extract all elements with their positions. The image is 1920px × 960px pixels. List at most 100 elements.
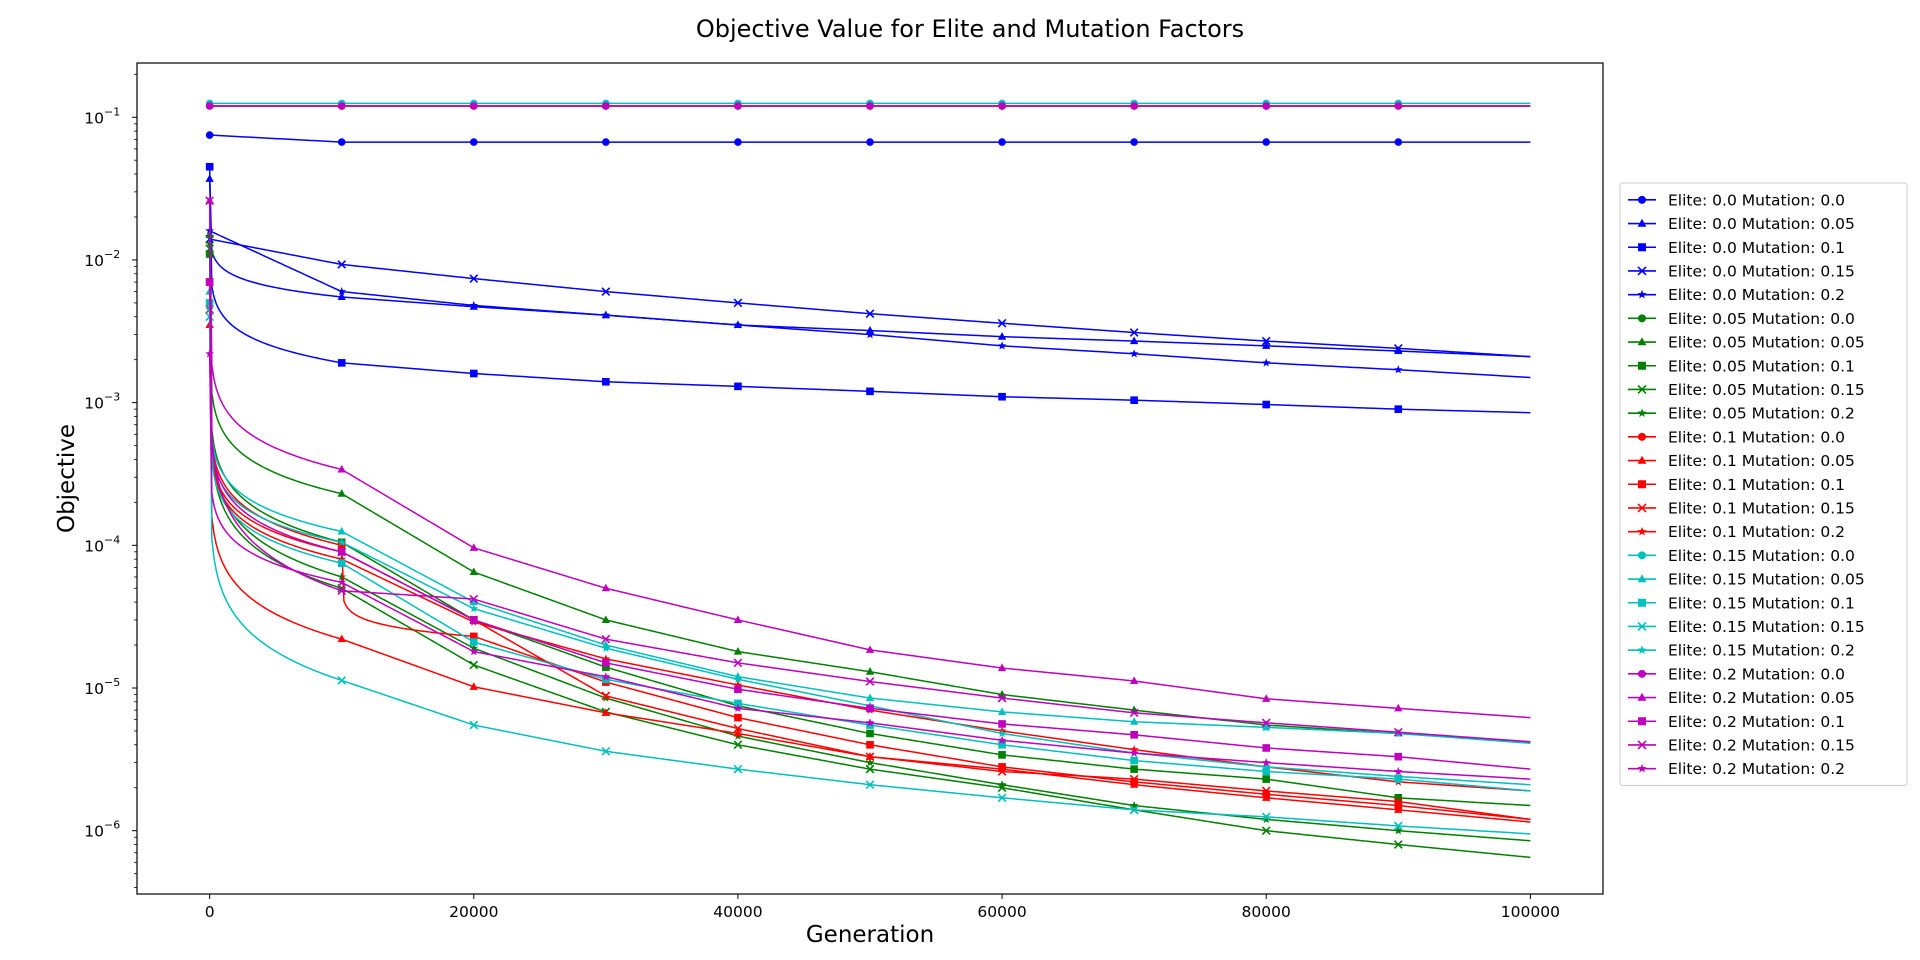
data-point xyxy=(1261,826,1271,836)
data-point xyxy=(865,764,875,774)
y-tick-label: 10 xyxy=(84,537,104,555)
legend-marker xyxy=(1637,218,1647,227)
data-point xyxy=(997,663,1007,672)
data-point xyxy=(205,162,214,171)
y-tick-label: 10 xyxy=(84,823,104,841)
data-point xyxy=(602,138,610,146)
legend-marker xyxy=(1637,645,1647,655)
data-point xyxy=(337,548,346,556)
legend-item: Elite: 0.05 Mutation: 0.2 xyxy=(1628,405,1855,423)
data-point xyxy=(1262,775,1271,783)
data-point xyxy=(998,763,1006,771)
data-point xyxy=(469,274,479,283)
x-tick-label: 80000 xyxy=(1242,903,1291,921)
data-point xyxy=(469,567,478,576)
data-point xyxy=(337,572,347,581)
data-point xyxy=(1129,336,1139,345)
data-point xyxy=(1129,774,1139,784)
data-point xyxy=(734,713,742,722)
data-point xyxy=(866,729,874,738)
y-tick-exponent: −6 xyxy=(104,819,120,832)
data-point xyxy=(1394,346,1403,355)
legend-box xyxy=(1619,182,1908,786)
data-point xyxy=(997,332,1007,340)
data-point xyxy=(998,392,1006,401)
data-point xyxy=(205,102,214,110)
data-point xyxy=(998,138,1006,146)
data-point xyxy=(734,699,742,708)
data-point xyxy=(1262,790,1271,799)
data-point xyxy=(337,634,346,643)
legend-label: Elite: 0.1 Mutation: 0.15 xyxy=(1668,499,1855,517)
data-point xyxy=(733,674,743,684)
data-point xyxy=(866,102,874,110)
data-point xyxy=(1129,349,1139,358)
data-point xyxy=(469,369,478,378)
data-point xyxy=(733,740,743,750)
data-point xyxy=(997,707,1007,715)
legend-item: Elite: 0.1 Mutation: 0.15 xyxy=(1628,499,1855,517)
y-tick-exponent: −4 xyxy=(104,533,120,546)
data-point xyxy=(1129,805,1139,815)
data-point xyxy=(601,654,611,663)
legend-label: Elite: 0.05 Mutation: 0.05 xyxy=(1668,334,1865,352)
data-point xyxy=(865,329,875,339)
series-24 xyxy=(205,196,1531,743)
data-point xyxy=(469,632,478,641)
legend-marker xyxy=(1637,740,1647,750)
legend-marker xyxy=(1638,717,1646,726)
data-point xyxy=(601,310,611,319)
y-tick-label: 10 xyxy=(84,252,104,270)
data-point xyxy=(866,721,874,729)
x-axis-label: Generation xyxy=(806,922,934,948)
data-point xyxy=(337,260,347,269)
data-point xyxy=(1394,794,1403,802)
data-point xyxy=(733,658,743,668)
data-point xyxy=(602,102,610,110)
data-point xyxy=(865,325,875,334)
y-tick-label: 10 xyxy=(84,109,104,127)
legend-marker xyxy=(1637,408,1647,418)
y-tick-exponent: −1 xyxy=(104,105,120,118)
legend-item: Elite: 0.0 Mutation: 0.1 xyxy=(1628,239,1845,257)
legend-marker xyxy=(1638,243,1646,252)
data-point xyxy=(337,102,346,110)
series-21 xyxy=(205,102,1531,110)
data-point xyxy=(997,728,1007,738)
data-point xyxy=(602,675,610,684)
series-line xyxy=(208,166,1531,414)
data-point xyxy=(205,349,214,358)
legend-marker xyxy=(1638,598,1646,607)
legend-item: Elite: 0.15 Mutation: 0.05 xyxy=(1628,571,1865,589)
series-10 xyxy=(205,239,1531,842)
legend-marker xyxy=(1637,455,1647,464)
data-point xyxy=(1394,703,1403,712)
data-point xyxy=(1393,821,1403,831)
y-tick-exponent: −3 xyxy=(104,391,120,404)
data-point xyxy=(865,752,875,762)
legend-item: Elite: 0.2 Mutation: 0.2 xyxy=(1628,760,1845,778)
data-point xyxy=(469,102,478,110)
chart-title: Objective Value for Elite and Mutation F… xyxy=(696,15,1244,43)
data-point xyxy=(1261,758,1271,767)
data-point xyxy=(1262,694,1271,702)
data-point xyxy=(469,604,479,613)
legend-label: Elite: 0.2 Mutation: 0.2 xyxy=(1668,760,1845,778)
data-point xyxy=(1130,730,1138,739)
legend-label: Elite: 0.2 Mutation: 0.15 xyxy=(1668,736,1855,754)
data-point xyxy=(997,793,1007,803)
legend-item: Elite: 0.15 Mutation: 0.1 xyxy=(1628,594,1855,612)
legend-marker xyxy=(1638,314,1646,323)
data-point xyxy=(205,196,215,206)
legend-item: Elite: 0.15 Mutation: 0.2 xyxy=(1628,642,1855,660)
data-point xyxy=(1129,801,1139,810)
legend-item: Elite: 0.05 Mutation: 0.15 xyxy=(1628,381,1865,399)
legend-marker xyxy=(1638,432,1646,441)
series-4 xyxy=(205,234,1531,358)
data-point xyxy=(1394,405,1403,413)
data-point xyxy=(469,543,478,551)
data-point xyxy=(1261,762,1271,771)
data-point xyxy=(601,691,611,701)
data-point xyxy=(1130,396,1138,404)
